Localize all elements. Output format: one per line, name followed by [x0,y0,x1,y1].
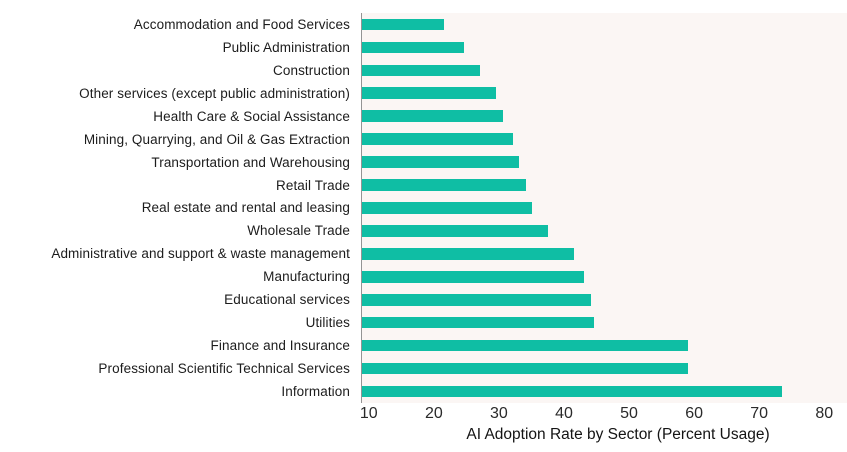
x-tick-label: 70 [750,405,769,422]
category-label: Professional Scientific Technical Servic… [98,361,350,377]
bar-row [362,59,847,82]
bar-row [362,197,847,220]
x-tick-label: 30 [490,405,508,422]
bar [362,362,688,375]
bar-row [362,311,847,334]
bar-row [362,357,847,380]
bar [362,202,533,214]
bar [362,133,513,145]
bar-row [362,13,847,36]
bar [362,293,591,306]
category-label: Manufacturing [263,269,350,285]
bar-row [362,219,847,242]
category-label: Public Administration [222,39,350,55]
bar-row [362,380,847,403]
bar-row [362,242,847,265]
bar-row [362,265,847,288]
category-label: Educational services [224,292,350,308]
bar-row [362,36,847,59]
x-tick-label: 20 [424,405,443,422]
bar [362,225,549,237]
x-tick-label: 10 [359,405,378,422]
bar [362,110,503,123]
bar [362,316,594,329]
category-label: Accommodation and Food Services [133,16,350,32]
bar-row [362,288,847,311]
category-label: Real estate and rental and leasing [141,200,350,216]
bar [362,156,520,168]
category-label: Transportation and Warehousing [151,154,350,170]
bars-container [362,13,847,403]
bar [362,179,526,191]
bar [362,385,783,398]
x-axis-title: AI Adoption Rate by Sector (Percent Usag… [466,426,770,443]
bar-row [362,151,847,174]
x-tick-label: 60 [685,405,703,422]
bar [362,64,481,77]
category-label: Construction [273,62,350,78]
category-label: Other services (except public administra… [79,85,350,101]
x-axis-tick-labels: 10 20 30 40 50 60 70 80 [0,405,847,425]
category-label: Health Care & Social Assistance [153,108,350,124]
bar-row [362,174,847,197]
bar [362,87,497,100]
x-tick-label: 50 [620,405,638,422]
bar-row [362,82,847,105]
category-label: Information [281,383,350,399]
bar [362,41,464,54]
bar [362,270,585,283]
plot-area [361,13,847,403]
bar [362,339,688,352]
bar-row [362,128,847,151]
x-tick-label: 40 [555,405,573,422]
x-tick-label: 80 [815,405,834,422]
category-label: Utilities [305,315,350,331]
category-label: Administrative and support & waste manag… [51,246,350,262]
category-label: Mining, Quarrying, and Oil & Gas Extract… [83,131,350,147]
bar-row [362,105,847,128]
bar [362,248,575,260]
category-label: Wholesale Trade [247,223,350,239]
bar-row [362,334,847,357]
category-axis-labels: Accommodation and Food Services Public Ad… [0,13,350,403]
category-label: Finance and Insurance [210,338,350,354]
category-label: Retail Trade [276,177,350,193]
bar [362,18,445,31]
